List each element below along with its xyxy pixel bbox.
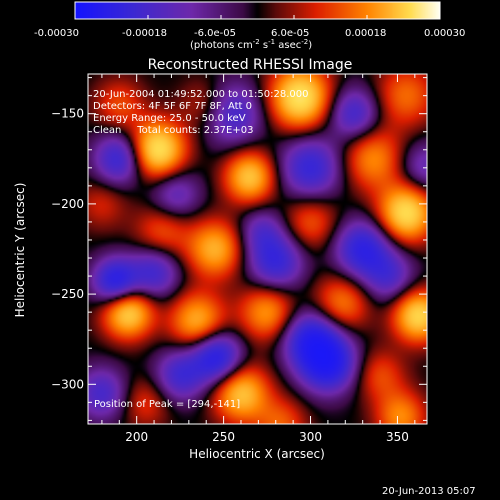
axis-tick-labels: 200 250 300 350 −150 −200 −250 −300 [51,107,409,444]
x-tick-label: 250 [212,430,235,444]
x-tick-label: 350 [386,430,409,444]
unit-part: (photons cm [190,40,253,51]
colorbar-unit-label: (photons cm-2 s-1 asec-2) [190,38,312,51]
y-axis-label: Heliocentric Y (arcsec) [13,183,27,318]
x-tick-label: 300 [299,430,322,444]
colorbar: -0.00030 -0.00018 -6.0e-05 6.0e-05 0.000… [34,1,465,51]
colorbar-tick-label: 0.00030 [424,28,465,39]
y-tick-label: −300 [51,377,84,391]
colorbar-tick-label: 6.0e-05 [271,28,309,39]
x-tick-label: 200 [125,430,148,444]
x-axis-label: Heliocentric X (arcsec) [189,447,325,461]
colorbar-tick-label: -0.00018 [122,28,167,39]
axis-ticks [88,74,427,424]
y-tick-label: −200 [51,197,84,211]
plot-frame [87,73,428,425]
info-line-detectors: Detectors: 4F 5F 6F 7F 8F, Att 0 [93,101,252,112]
colorbar-tick-label: -0.00030 [34,28,79,39]
timestamp: 20-Jun-2013 05:07 [382,486,476,497]
y-tick-label: −150 [51,107,84,121]
info-block: 20-Jun-2004 01:49:52.000 to 01:50:28.000… [93,89,309,136]
info-line-counts: Clean Total counts: 2.37E+03 [93,125,253,136]
y-tick-label: −250 [51,287,84,301]
plot-title: Reconstructed RHESSI Image [148,57,353,73]
colorbar-tick-label: -6.0e-05 [194,28,236,39]
colorbar-gradient [75,2,440,19]
unit-part: asec [275,40,301,51]
unit-exp: -2 [301,38,308,46]
heatmap-image [88,74,427,424]
colorbar-tick-label: 0.00018 [345,28,386,39]
colorbar-ticks [74,15,441,19]
unit-exp: -2 [253,38,260,46]
unit-exp: -1 [268,38,275,46]
unit-part: s [260,40,268,51]
info-line-energy: Energy Range: 25.0 - 50.0 keV [93,113,246,124]
colorbar-frame [74,1,441,20]
unit-part: ) [308,40,312,51]
info-line-time: 20-Jun-2004 01:49:52.000 to 01:50:28.000 [93,89,309,100]
peak-position-label: Position of Peak = [294,-141] [94,399,240,410]
